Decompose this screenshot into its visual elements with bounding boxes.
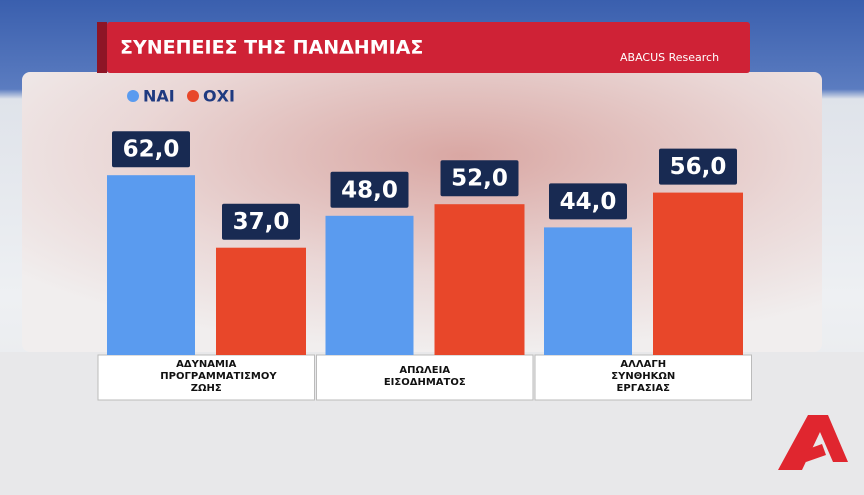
- value-label: 62,0: [123, 137, 180, 163]
- chart-title: ΣΥΝΕΠΕΙΕΣ ΤΗΣ ΠΑΝΔΗΜΙΑΣ: [120, 37, 423, 59]
- title-accent: [97, 22, 107, 73]
- value-label: 52,0: [451, 166, 508, 192]
- bar: [544, 227, 632, 355]
- x-tick-label: ΑΠΩΛΕΙΑ ΕΙΣΟΔΗΜΑΤΟΣ: [383, 365, 466, 388]
- value-label-box: [112, 131, 190, 168]
- value-label: 37,0: [233, 209, 290, 235]
- source: ABACUS Research: [620, 51, 719, 64]
- legend-label: ΟΧΙ: [203, 87, 235, 106]
- bar: [653, 192, 743, 355]
- legend-marker: [187, 90, 199, 102]
- x-tick-label: ΑΔΥΝΑΜΙΑ ΠΡΟΓΡΑΜΜΑΤΙΣΜΟΥ ΖΩΗΣ: [160, 359, 277, 394]
- category-box: [97, 354, 315, 401]
- value-label: 44,0: [560, 189, 617, 215]
- value-label: 48,0: [341, 177, 398, 203]
- value-label-box: [549, 183, 627, 220]
- value-label-box: [222, 203, 300, 240]
- category-box: [534, 354, 752, 401]
- value-label-box: [440, 160, 519, 197]
- legend-marker: [127, 90, 139, 102]
- legend-label: ΝΑΙ: [143, 87, 175, 106]
- category-box: [316, 354, 534, 401]
- bar: [434, 204, 525, 355]
- bar: [216, 247, 306, 355]
- title-bar: [107, 22, 750, 73]
- bar: [325, 215, 414, 355]
- value-label-box: [330, 171, 409, 208]
- logo: [778, 415, 848, 470]
- x-tick-label: ΑΛΛΑΓΗ ΣΥΝΘΗΚΩΝ ΕΡΓΑΣΙΑΣ: [611, 359, 676, 394]
- value-label-box: [659, 148, 737, 185]
- value-label: 56,0: [670, 154, 727, 180]
- bar: [107, 175, 195, 355]
